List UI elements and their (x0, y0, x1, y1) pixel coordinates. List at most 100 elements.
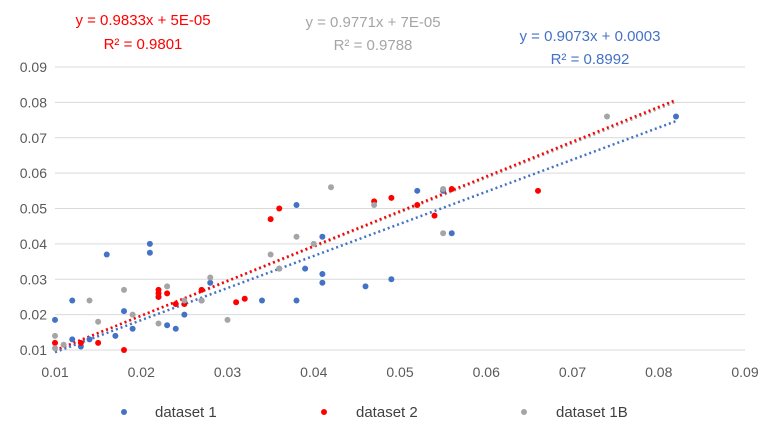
point-dataset-1b (164, 283, 171, 290)
legend-marker-dataset-2 (321, 409, 327, 415)
point-dataset-1 (146, 249, 153, 256)
point-dataset-1 (414, 187, 421, 194)
point-dataset-1 (86, 336, 93, 343)
point-dataset-1 (319, 233, 326, 240)
point-dataset-2 (233, 299, 240, 306)
point-dataset-1 (146, 240, 153, 247)
point-dataset-1 (293, 297, 300, 304)
point-dataset-1 (362, 283, 369, 290)
point-dataset-1b (52, 332, 58, 339)
trendlines (54, 98, 677, 354)
point-dataset-2 (77, 339, 84, 346)
point-dataset-1 (319, 270, 326, 277)
point-dataset-1b (207, 274, 214, 281)
point-dataset-1 (52, 316, 58, 323)
x-tick-label: 0.06 (473, 364, 500, 380)
point-dataset-1 (302, 265, 309, 272)
equation-dataset-2: y = 0.9833x + 5E-05 (75, 12, 210, 29)
point-dataset-1b (604, 113, 610, 120)
r2-dataset-1: R² = 0.8992 (551, 51, 630, 68)
point-dataset-2 (172, 301, 179, 308)
point-dataset-2 (431, 212, 438, 219)
point-dataset-2 (52, 339, 58, 346)
y-tick-label: 0.04 (20, 236, 47, 252)
data-points (52, 113, 679, 353)
point-dataset-1 (293, 201, 300, 208)
point-dataset-2 (414, 201, 421, 208)
point-dataset-1b (293, 233, 300, 240)
point-dataset-1b (310, 240, 317, 247)
gridlines (55, 66, 745, 351)
legend: dataset 1 dataset 2 dataset 1B (121, 404, 628, 421)
point-dataset-2 (448, 186, 455, 193)
point-dataset-1b (181, 297, 188, 304)
point-dataset-1 (121, 308, 127, 315)
y-tick-label: 0.09 (20, 59, 47, 75)
y-tick-label: 0.02 (20, 307, 47, 323)
point-dataset-2 (198, 286, 205, 293)
point-dataset-1b (60, 341, 67, 348)
point-dataset-2 (155, 293, 162, 300)
y-tick-label: 0.06 (20, 165, 47, 181)
equation-dataset-1b: y = 0.9771x + 7E-05 (305, 14, 440, 31)
y-axis-tick-labels: 0.01 0.02 0.03 0.04 0.05 0.06 0.07 0.08 0.09 (20, 59, 47, 358)
point-dataset-1b (328, 184, 334, 191)
point-dataset-2 (388, 194, 395, 201)
point-dataset-1 (103, 251, 110, 258)
x-tick-label: 0.02 (128, 364, 155, 380)
point-dataset-2 (164, 290, 171, 297)
point-dataset-1 (164, 322, 171, 329)
equation-dataset-1: y = 0.9073x + 0.0003 (520, 28, 661, 45)
r2-dataset-1b: R² = 0.9788 (334, 37, 413, 54)
point-dataset-1b (198, 297, 205, 304)
point-dataset-1 (69, 297, 76, 304)
y-tick-label: 0.03 (20, 271, 47, 287)
point-dataset-1b (52, 345, 58, 352)
point-dataset-2 (241, 295, 248, 302)
point-dataset-1b (121, 286, 127, 293)
point-dataset-2 (535, 187, 541, 194)
y-tick-label: 0.08 (20, 94, 47, 110)
x-axis-tick-labels: 0.01 0.02 0.03 0.04 0.05 0.06 0.07 0.08 0.09 (41, 364, 758, 380)
point-dataset-1 (448, 230, 455, 237)
point-dataset-1 (388, 276, 395, 283)
point-dataset-1 (69, 336, 76, 343)
trendline-dataset-1 (54, 119, 677, 354)
legend-label-dataset-2: dataset 2 (356, 404, 418, 421)
legend-label-dataset-1: dataset 1 (155, 404, 217, 421)
y-tick-label: 0.01 (20, 342, 47, 358)
legend-label-dataset-1b: dataset 1B (556, 404, 628, 421)
x-tick-label: 0.08 (645, 364, 672, 380)
x-tick-label: 0.09 (731, 364, 758, 380)
point-dataset-1b (86, 297, 93, 304)
y-tick-label: 0.05 (20, 201, 47, 217)
x-tick-label: 0.01 (41, 364, 68, 380)
point-dataset-1b (129, 311, 136, 318)
point-dataset-1b (440, 186, 447, 193)
point-dataset-2 (95, 339, 102, 346)
point-dataset-2 (267, 216, 274, 223)
point-dataset-1b (224, 316, 231, 323)
point-dataset-1b (95, 318, 102, 325)
point-dataset-1 (129, 325, 136, 332)
point-dataset-1 (319, 279, 326, 286)
point-dataset-2 (276, 205, 283, 212)
point-dataset-1 (673, 113, 679, 120)
trendline-dataset-2 (54, 98, 677, 352)
r2-dataset-2: R² = 0.9801 (104, 36, 183, 53)
x-tick-label: 0.03 (214, 364, 241, 380)
x-tick-label: 0.04 (300, 364, 327, 380)
point-dataset-1b (371, 201, 378, 208)
point-dataset-2 (121, 347, 127, 353)
point-dataset-1b (440, 230, 447, 237)
point-dataset-1 (181, 311, 188, 318)
point-dataset-1b (276, 265, 283, 272)
point-dataset-1b (267, 251, 274, 258)
point-dataset-1 (112, 332, 119, 339)
point-dataset-1 (172, 325, 179, 332)
point-dataset-1 (207, 279, 214, 286)
x-tick-label: 0.05 (386, 364, 413, 380)
legend-marker-dataset-1 (121, 409, 127, 415)
